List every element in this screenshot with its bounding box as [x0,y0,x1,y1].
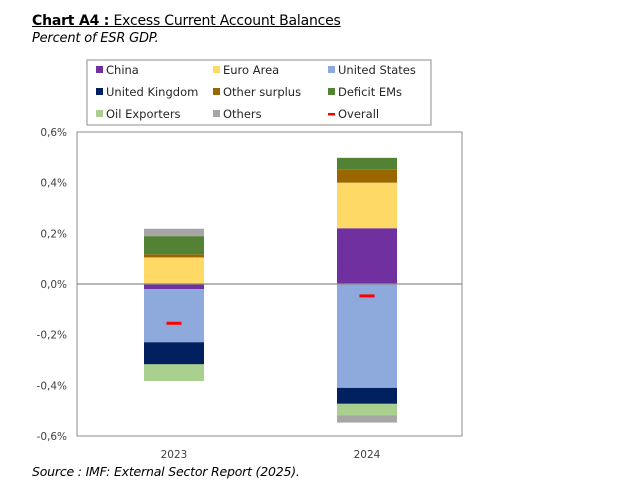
legend-label: United States [338,63,416,77]
bar-segment-united-states [337,284,397,388]
legend-swatch [213,66,220,73]
bar-segment-euro-area [144,257,204,284]
legend-swatch [96,66,103,73]
legend-item-united-kingdom: United Kingdom [96,85,198,99]
overall-marker [359,294,375,298]
bar-segment-united-kingdom [337,387,397,404]
overall-marker [166,321,182,325]
legend-swatch [96,88,103,95]
bar-segment-deficit-ems [337,157,397,170]
legend-item-deficit-ems: Deficit EMs [328,85,402,99]
bar-segment-china [337,228,397,284]
legend-item-united-states: United States [328,63,416,77]
y-tick-label: 0,0% [40,279,67,291]
bar-segment-united-kingdom [144,342,204,365]
bar-segment-united-states [144,289,204,343]
x-tick-label: 2024 [354,449,381,461]
legend: China Euro Area United States United Kingdo… [86,59,432,126]
y-tick-label: -0,6% [37,431,67,443]
bar-segment-oil-exporters [337,403,397,416]
legend-swatch [328,66,335,73]
y-tick-label: -0,2% [37,330,67,342]
plot-area: 0,6% 0,4% 0,2% 0,0% -0,2% -0,4% -0,6% 2023 2024 [37,127,463,461]
x-tick-label: 2023 [161,449,188,461]
y-tick-label: 0,6% [40,127,67,139]
legend-item-china: China [96,63,139,77]
legend-label: China [106,63,139,77]
legend-label: Others [223,107,262,121]
y-tick-label: 0,4% [40,178,67,190]
bar-segment-deficit-ems [144,236,204,255]
y-tick-label: -0,4% [37,380,67,392]
chart-subtitle: Percent of ESR GDP. [32,31,159,46]
bar-segment-others [144,228,204,237]
legend-swatch [328,88,335,95]
chart-title-text: Excess Current Account Balances [109,13,341,29]
bar-group-2024 [337,157,397,423]
bar-segment-oil-exporters [144,364,204,382]
legend-label: Deficit EMs [338,85,402,99]
legend-item-euro-area: Euro Area [213,63,279,77]
bar-segment-other-surplus [144,254,204,258]
legend-frame [86,59,432,126]
legend-item-oil-exporters: Oil Exporters [96,107,181,121]
bar-segment-china [144,284,204,290]
legend-label: Euro Area [223,63,279,77]
legend-label: Overall [338,107,379,121]
legend-swatch [213,88,220,95]
source-note: Source : IMF: External Sector Report (20… [32,464,300,479]
bar-group-2023 [144,228,204,382]
bar-segment-euro-area [337,182,397,229]
legend-swatch-line [328,113,335,116]
legend-swatch [213,110,220,117]
legend-label: Oil Exporters [106,107,181,121]
legend-item-other-surplus: Other surplus [213,85,301,99]
bar-segment-other-surplus [337,169,397,183]
y-tick-label: 0,2% [40,228,67,240]
legend-item-overall: Overall [328,107,379,121]
legend-label: United Kingdom [106,85,198,99]
chart-title-label: Chart A4 : [32,13,110,29]
legend-swatch [96,110,103,117]
bar-segment-others [337,415,397,423]
chart-title: Chart A4 : Excess Current Account Balanc… [32,12,341,30]
legend-label: Other surplus [223,85,301,99]
legend-item-others: Others [213,107,262,121]
